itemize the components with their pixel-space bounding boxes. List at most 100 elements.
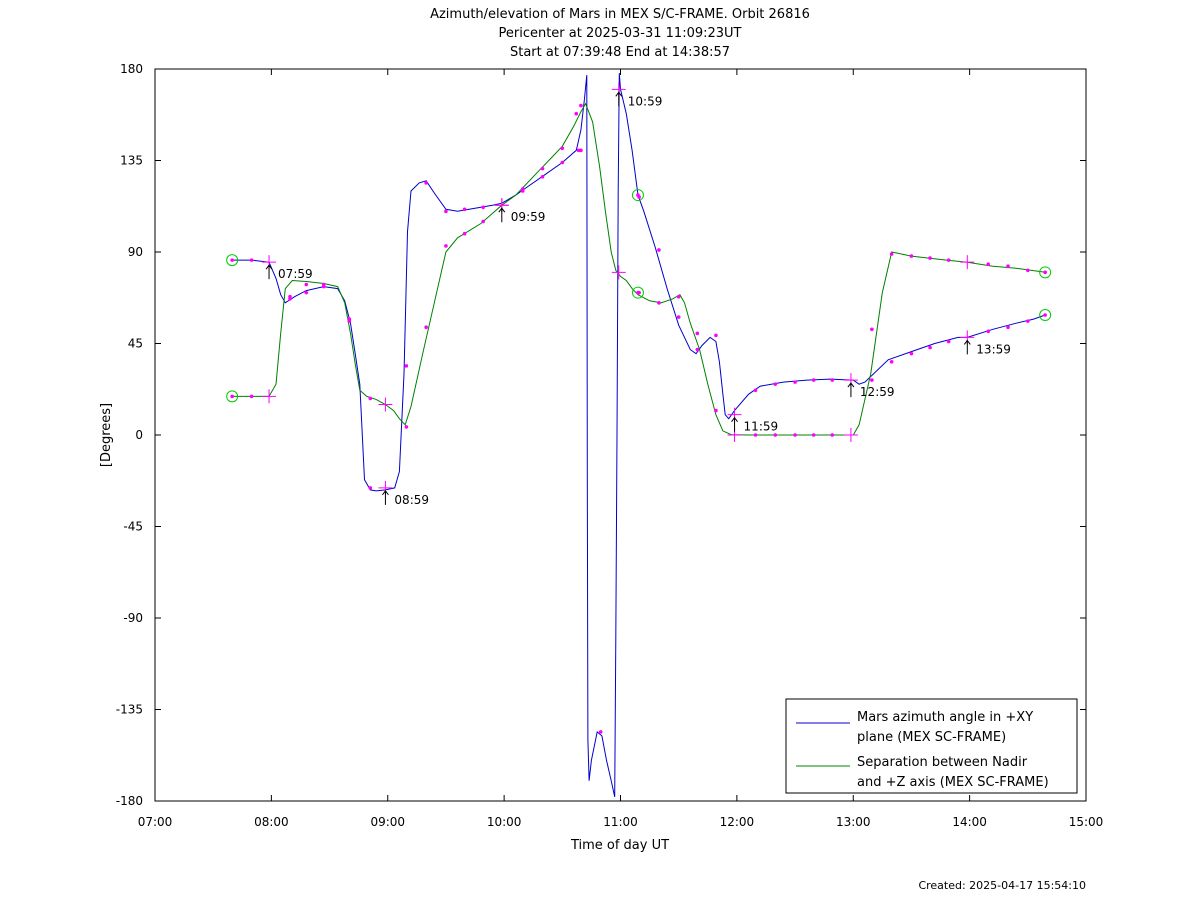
endpoint-circle-marker xyxy=(226,390,239,403)
sample-dot xyxy=(753,433,758,437)
sample-dot xyxy=(676,315,681,319)
sample-dot xyxy=(481,219,485,224)
y-tick-label: -90 xyxy=(123,611,143,625)
x-tick-label: 10:00 xyxy=(487,815,522,829)
y-axis-ticks: 180 135 90 45 0 -45 -90 -135 -180 xyxy=(116,62,1086,808)
sample-dot xyxy=(444,244,448,248)
endpoint-circle-marker xyxy=(631,286,644,299)
hour-cross-marker xyxy=(378,397,393,412)
chart-subtitle-2: Start at 07:39:48 End at 14:38:57 xyxy=(510,45,730,60)
sample-dot xyxy=(986,262,991,267)
sample-dot xyxy=(579,103,583,108)
x-axis-label: Time of day UT xyxy=(570,838,669,853)
footer-created: Created: 2025-04-17 15:54:10 xyxy=(918,879,1086,892)
hour-annotation-arrow xyxy=(963,339,971,355)
sample-dot xyxy=(830,378,835,382)
hour-annotation-label: 12:59 xyxy=(860,385,895,399)
sample-dot xyxy=(753,388,758,393)
sample-dot xyxy=(946,339,951,344)
sample-dot xyxy=(576,148,581,153)
sample-dot xyxy=(695,347,700,352)
sample-dot xyxy=(870,378,874,382)
sample-dot xyxy=(540,166,545,171)
sample-dot xyxy=(368,396,373,401)
endpoint-circle-marker xyxy=(226,254,239,267)
sample-dot xyxy=(347,319,352,323)
endpoint-dot xyxy=(636,290,640,295)
hour-annotation-label: 11:59 xyxy=(744,420,779,434)
chart-subtitle: Pericenter at 2025-03-31 11:09:23UT xyxy=(498,26,741,41)
hour-cross-marker xyxy=(843,428,858,442)
sample-dot xyxy=(444,209,448,214)
sample-dot xyxy=(404,425,409,429)
sample-dot xyxy=(946,258,951,262)
sample-dot xyxy=(424,181,428,185)
sample-dot xyxy=(1006,325,1010,330)
y-tick-label: 135 xyxy=(120,154,143,168)
series-line-azimuth xyxy=(232,73,1046,798)
legend-label-azimuth-line2: plane (MEX SC-FRAME) xyxy=(857,730,1006,745)
sample-dot xyxy=(773,382,778,386)
x-tick-label: 07:00 xyxy=(138,815,173,829)
y-tick-label: 90 xyxy=(128,245,143,259)
hour-annotation-arrow xyxy=(382,490,389,505)
sample-dot xyxy=(1006,264,1010,269)
sample-dot xyxy=(909,254,914,258)
sample-dot xyxy=(657,301,661,305)
sample-dot xyxy=(928,345,932,350)
hour-annotation-label: 13:59 xyxy=(976,342,1011,356)
sample-dot xyxy=(928,256,932,260)
sample-dot xyxy=(462,207,467,212)
series-lines xyxy=(232,73,1046,798)
endpoint-dot xyxy=(1043,313,1047,317)
hour-annotation-arrow xyxy=(847,382,855,398)
sample-dot xyxy=(695,331,700,336)
y-tick-label: -135 xyxy=(116,703,143,717)
plot-frame xyxy=(154,68,1087,802)
x-tick-label: 08:00 xyxy=(254,815,289,829)
endpoint-circle-marker xyxy=(1039,266,1052,279)
endpoint-dot xyxy=(230,258,234,262)
endpoint-dot xyxy=(230,394,234,399)
sample-dot xyxy=(714,408,718,413)
sample-dot xyxy=(481,205,485,210)
x-tick-label: 09:00 xyxy=(370,815,405,829)
series-line-separation xyxy=(232,102,1046,436)
sample-dot xyxy=(321,282,326,287)
sample-dot xyxy=(889,360,894,364)
hour-annotation-label: 09:59 xyxy=(511,210,546,224)
hour-annotation-label: 07:59 xyxy=(278,267,313,281)
sample-dot xyxy=(598,730,603,734)
hour-annotation-label: 08:59 xyxy=(394,493,429,507)
data-markers xyxy=(226,82,1052,734)
x-axis-ticks: 07:00 08:00 09:00 10:00 11:00 12:00 13:00 14:00… xyxy=(138,69,1104,829)
legend-box xyxy=(785,698,1078,794)
sample-dot xyxy=(574,111,579,116)
hour-cross-marker xyxy=(960,255,975,270)
endpoint-circle-marker xyxy=(1039,309,1052,322)
y-tick-label: -180 xyxy=(116,794,143,808)
sample-dot xyxy=(714,333,718,338)
sample-dot xyxy=(560,160,565,165)
legend: Mars azimuth angle in +XY plane (MEX SC-… xyxy=(785,698,1078,794)
endpoint-dot xyxy=(636,193,640,197)
sample-dot xyxy=(1026,268,1030,273)
sample-dot xyxy=(811,433,816,437)
sample-dot xyxy=(462,231,467,236)
sample-dot xyxy=(676,294,681,299)
hour-annotation-arrow xyxy=(731,416,738,432)
sample-dot xyxy=(249,394,254,399)
sample-dot xyxy=(520,187,525,191)
hour-annotations: 07:59 08:59 09:59 10:59 11:59 12:59 13:59 xyxy=(265,91,1011,507)
sample-dot xyxy=(870,327,874,332)
x-tick-label: 14:00 xyxy=(952,815,987,829)
sample-dot xyxy=(889,252,894,256)
sample-dot xyxy=(793,433,797,437)
endpoint-dot xyxy=(1043,270,1047,275)
sample-dot xyxy=(249,258,254,262)
x-tick-label: 11:00 xyxy=(603,815,638,829)
sample-dot xyxy=(1026,319,1030,323)
sample-dot xyxy=(304,282,309,287)
x-tick-label: 15:00 xyxy=(1069,815,1104,829)
